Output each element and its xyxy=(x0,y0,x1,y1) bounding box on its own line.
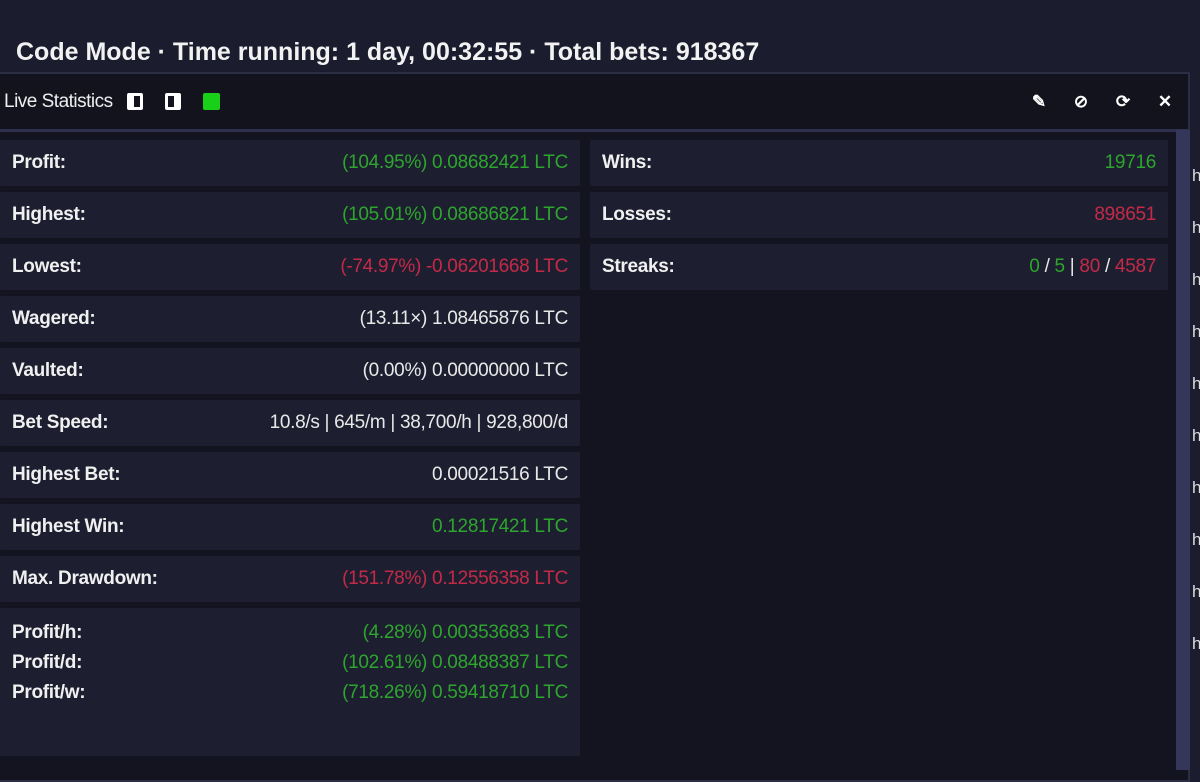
stat-row: Lowest: (-74.97%) -0.06201668 LTC xyxy=(0,244,580,290)
stat-row: Wagered: (13.11×) 1.08465876 LTC xyxy=(0,296,580,342)
stat-value: (105.01%) 0.08686821 LTC xyxy=(342,204,568,225)
side-log: h h h h h h h h h h xyxy=(1192,166,1200,686)
stat-value: (0.00%) 0.00000000 LTC xyxy=(362,360,569,381)
stat-label: Vaulted: xyxy=(12,360,84,381)
loss-streak-current: 80 xyxy=(1079,256,1100,277)
stat-row: Highest: (105.01%) 0.08686821 LTC xyxy=(0,192,580,238)
log-line: h xyxy=(1192,530,1200,549)
log-line: h xyxy=(1192,374,1200,393)
stat-value: (151.78%) 0.12556358 LTC xyxy=(342,568,568,589)
live-statistics-panel: Live Statistics ✎ ⊘ ⟳ ✕ Profit: (104.95%)… xyxy=(0,72,1190,782)
stat-label: Wagered: xyxy=(12,308,96,329)
stat-row-wins: Wins: 19716 xyxy=(590,140,1168,186)
stat-row: Vaulted: (0.00%) 0.00000000 LTC xyxy=(0,348,580,394)
stat-label: Streaks: xyxy=(602,256,675,277)
stat-label: Losses: xyxy=(602,204,672,225)
log-line: h xyxy=(1192,166,1200,185)
stat-label: Lowest: xyxy=(12,256,82,277)
stat-row: Highest Win: 0.12817421 LTC xyxy=(0,504,580,550)
stat-label: Wins: xyxy=(602,152,653,173)
stat-row: Profit: (104.95%) 0.08682421 LTC xyxy=(0,140,580,186)
stat-label: Profit/w: xyxy=(12,682,86,703)
edit-icon[interactable]: ✎ xyxy=(1031,91,1047,111)
status-indicator[interactable] xyxy=(202,93,220,110)
stat-label: Highest: xyxy=(12,204,86,225)
stat-row-streaks: Streaks: 0 / 5 | 80 / 4587 xyxy=(590,244,1168,290)
separator: / xyxy=(1104,256,1110,277)
wins-value: 19716 xyxy=(1104,152,1157,173)
page-title: Code Mode · Time running: 1 day, 00:32:5… xyxy=(16,38,760,66)
panel-title: Live Statistics xyxy=(4,90,113,112)
stat-label: Max. Drawdown: xyxy=(12,568,158,589)
stat-label: Profit: xyxy=(12,152,66,173)
stat-value: (718.26%) 0.59418710 LTC xyxy=(342,682,568,703)
profit-rates: Profit/h: (4.28%) 0.00353683 LTC Profit/d… xyxy=(0,608,580,756)
stat-value: (4.28%) 0.00353683 LTC xyxy=(362,622,569,643)
log-line: h xyxy=(1192,582,1200,601)
hide-icon[interactable]: ⊘ xyxy=(1073,91,1089,111)
stat-value: (104.95%) 0.08682421 LTC xyxy=(342,152,568,173)
stat-row: Profit/d: (102.61%) 0.08488387 LTC xyxy=(12,648,568,678)
refresh-icon[interactable]: ⟳ xyxy=(1115,91,1131,111)
log-line: h xyxy=(1192,634,1200,653)
separator: / xyxy=(1044,256,1050,277)
stat-row: Highest Bet: 0.00021516 LTC xyxy=(0,452,580,498)
close-icon[interactable]: ✕ xyxy=(1157,91,1173,111)
scrollbar[interactable] xyxy=(1176,130,1190,770)
log-line: h xyxy=(1192,218,1200,237)
stat-value: (-74.97%) -0.06201668 LTC xyxy=(340,256,568,277)
win-streak-max: 5 xyxy=(1054,256,1066,277)
log-line: h xyxy=(1192,478,1200,497)
stat-label: Bet Speed: xyxy=(12,412,109,433)
stat-value: 10.8/s | 645/m | 38,700/h | 928,800/d xyxy=(269,412,569,433)
separator: | xyxy=(1069,256,1075,277)
stat-value: (102.61%) 0.08488387 LTC xyxy=(342,652,568,673)
streaks-value: 0 / 5 | 80 / 4587 xyxy=(1029,256,1156,278)
right-stats: Wins: 19716 Losses: 898651 Streaks: 0 / 5 … xyxy=(590,140,1168,296)
stat-value: 0.00021516 LTC xyxy=(432,464,568,485)
stat-label: Profit/d: xyxy=(12,652,83,673)
loss-streak-max: 4587 xyxy=(1114,256,1156,277)
stat-row: Bet Speed: 10.8/s | 645/m | 38,700/h | 92… xyxy=(0,400,580,446)
left-stats: Profit: (104.95%) 0.08682421 LTC Highest: (… xyxy=(0,140,580,756)
stat-label: Highest Win: xyxy=(12,516,125,537)
stat-value: (13.11×) 1.08465876 LTC xyxy=(359,308,569,329)
log-line: h xyxy=(1192,322,1200,341)
stat-value: 0.12817421 LTC xyxy=(432,516,568,537)
stat-row: Profit/h: (4.28%) 0.00353683 LTC xyxy=(12,618,568,648)
log-line: h xyxy=(1192,426,1200,445)
log-line: h xyxy=(1192,270,1200,289)
win-streak-current: 0 xyxy=(1029,256,1040,277)
stat-label: Profit/h: xyxy=(12,622,83,643)
stat-row-losses: Losses: 898651 xyxy=(590,192,1168,238)
dock-left-icon[interactable] xyxy=(126,93,143,110)
stat-row: Profit/w: (718.26%) 0.59418710 LTC xyxy=(12,678,568,708)
stat-row: Max. Drawdown: (151.78%) 0.12556358 LTC xyxy=(0,556,580,602)
losses-value: 898651 xyxy=(1094,204,1156,225)
dock-right-icon[interactable] xyxy=(164,93,181,110)
stat-label: Highest Bet: xyxy=(12,464,121,485)
panel-header[interactable]: Live Statistics ✎ ⊘ ⟳ ✕ xyxy=(0,74,1188,132)
